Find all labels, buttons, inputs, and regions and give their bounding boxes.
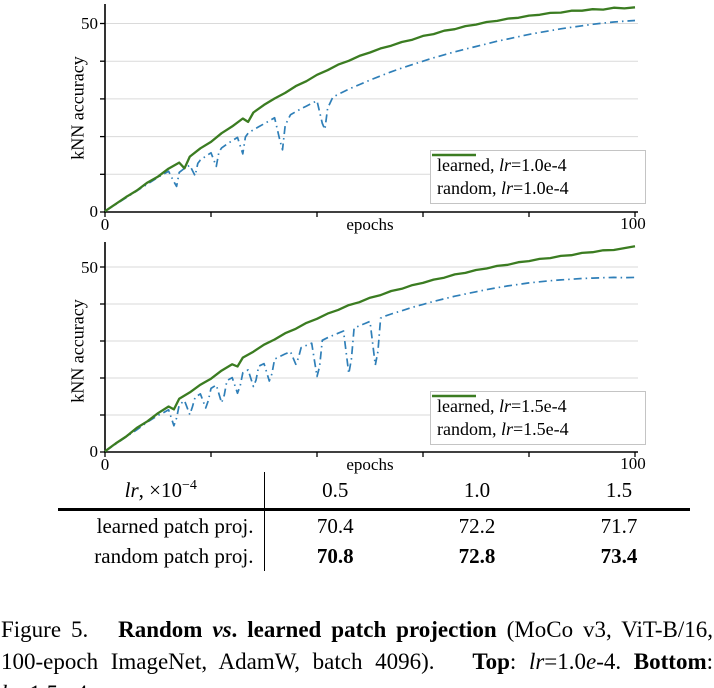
legend-top: learned, lr=1.0e-4 random, lr=1.0e-4: [430, 150, 646, 204]
y-tick-0-bottom: 0: [89, 442, 99, 461]
chart-top-canvas: [100, 4, 638, 217]
x-axis-label-bottom: epochs: [346, 455, 394, 474]
table-header-col-1.5: 1.5: [548, 472, 690, 511]
legend-label: random, lr=1.0e-4: [437, 178, 569, 198]
y-tick-50-top: 50: [81, 14, 98, 33]
legend-line-random-icon: [432, 394, 476, 398]
row-label-learned: learned patch proj.: [58, 509, 265, 541]
x-axis-label-top: epochs: [346, 215, 394, 234]
cell-random-1.5: 73.4: [600, 543, 638, 568]
cell-learned-1.0: 72.2: [458, 513, 496, 538]
legend-label: learned, lr=1.5e-4: [437, 396, 567, 416]
legend-entry-random-bottom: random, lr=1.5e-4: [432, 394, 641, 441]
chart-top: kNN accuracy 50 0 0 epochs 100 learned, …: [0, 0, 714, 235]
legend-bottom: learned, lr=1.5e-4 random, lr=1.5e-4: [430, 391, 646, 445]
x-tick-0-top: 0: [100, 215, 110, 234]
y-tick-50-bottom: 50: [81, 258, 98, 277]
cell-learned-0.5: 70.4: [316, 513, 354, 538]
legend-label: learned, lr=1.0e-4: [437, 155, 567, 175]
legend-label: random, lr=1.5e-4: [437, 419, 569, 439]
table-header-lr: lr, ×10−4: [58, 472, 265, 511]
y-tick-0-top: 0: [89, 202, 99, 221]
table-header-row: lr, ×10−4 0.5 1.0 1.5: [58, 472, 690, 511]
results-table-grid: lr, ×10−4 0.5 1.0 1.5 learned patch proj…: [58, 472, 690, 571]
cell-random-0.5: 70.8: [316, 543, 354, 568]
x-tick-100-top: 100: [620, 214, 646, 233]
cell-learned-1.5: 71.7: [600, 513, 638, 538]
chart-bottom: kNN accuracy 50 0 0 epochs 100 learned, …: [0, 235, 714, 474]
legend-entry-learned-bottom: learned, lr=1.5e-4: [432, 395, 641, 418]
table-header-col-0.5: 0.5: [264, 472, 406, 511]
x-tick-100-bottom: 100: [620, 454, 646, 473]
chart-bottom-canvas: [100, 242, 638, 457]
x-tick-0-bottom: 0: [100, 455, 110, 474]
figure-caption: Figure 5. Random vs. learned patch proje…: [1, 617, 713, 688]
legend-entry-learned-top: learned, lr=1.0e-4: [432, 154, 641, 177]
table-header-col-1.0: 1.0: [406, 472, 548, 511]
results-table: lr, ×10−4 0.5 1.0 1.5 learned patch proj…: [58, 472, 690, 571]
legend-entry-random-top: random, lr=1.0e-4: [432, 153, 641, 200]
cell-random-1.0: 72.8: [458, 543, 496, 568]
y-axis-label-top: kNN accuracy: [67, 56, 88, 160]
legend-line-random-icon: [432, 153, 476, 157]
table-row-random: random patch proj. 70.8 72.8 73.4: [58, 541, 690, 571]
table-row-learned: learned patch proj. 70.4 72.2 71.7: [58, 509, 690, 541]
row-label-random: random patch proj.: [58, 541, 265, 571]
y-axis-label-bottom: kNN accuracy: [67, 299, 88, 403]
